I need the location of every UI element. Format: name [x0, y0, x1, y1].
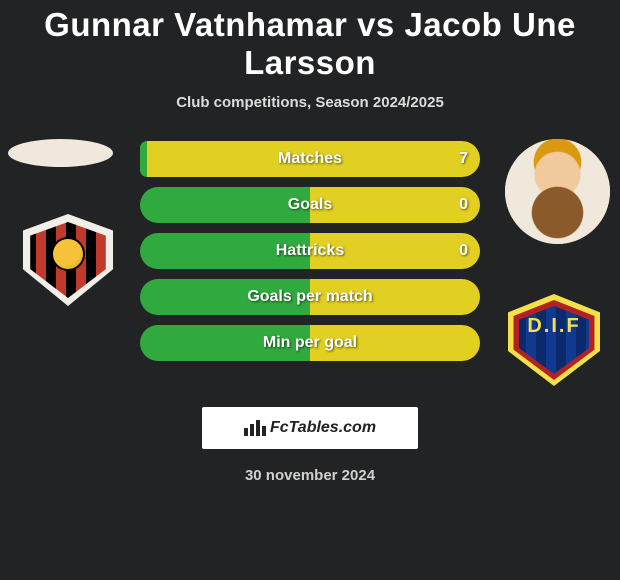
- subtitle: Club competitions, Season 2024/2025: [0, 94, 620, 111]
- club-logo-left: [18, 214, 118, 306]
- stat-row: Goals per match: [140, 279, 480, 315]
- page-title: Gunnar Vatnhamar vs Jacob Une Larsson: [0, 0, 620, 82]
- stat-row: Goals0: [140, 187, 480, 223]
- stat-bars: Matches7Goals0Hattricks0Goals per matchM…: [140, 141, 480, 371]
- bar-value-right: 0: [459, 233, 468, 269]
- bar-label: Min per goal: [140, 325, 480, 361]
- shield-icon: [18, 214, 118, 306]
- shield-icon: D.I.F: [504, 294, 604, 386]
- bar-label: Goals per match: [140, 279, 480, 315]
- stat-row: Min per goal: [140, 325, 480, 361]
- club-logo-right: D.I.F: [504, 294, 604, 386]
- stats-area: D.I.F Matches7Goals0Hattricks0Goals per …: [0, 139, 620, 389]
- player-photo-right: [505, 139, 610, 244]
- face-icon: [505, 139, 610, 244]
- brand-badge: FcTables.com: [202, 407, 418, 449]
- bar-chart-icon: [244, 420, 266, 436]
- date-line: 30 november 2024: [0, 467, 620, 484]
- stat-row: Hattricks0: [140, 233, 480, 269]
- bar-label: Goals: [140, 187, 480, 223]
- brand-text: FcTables.com: [270, 419, 376, 437]
- bar-value-right: 0: [459, 187, 468, 223]
- bar-label: Hattricks: [140, 233, 480, 269]
- club-abbrev: D.I.F: [504, 316, 604, 336]
- bar-value-right: 7: [459, 141, 468, 177]
- bar-label: Matches: [140, 141, 480, 177]
- stat-row: Matches7: [140, 141, 480, 177]
- player-photo-left: [8, 139, 113, 167]
